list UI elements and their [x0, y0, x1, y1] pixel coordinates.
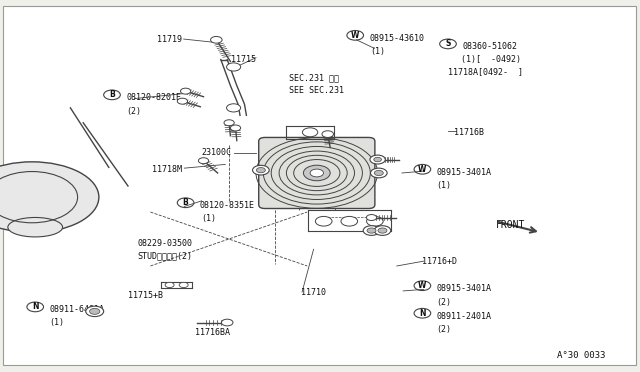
Text: FRONT: FRONT: [496, 220, 525, 230]
Circle shape: [177, 98, 188, 104]
Text: W: W: [418, 165, 427, 174]
Text: SEE SEC.231: SEE SEC.231: [289, 86, 344, 94]
Ellipse shape: [0, 162, 99, 232]
Circle shape: [303, 128, 318, 137]
Circle shape: [165, 282, 174, 288]
Circle shape: [180, 88, 191, 94]
Text: 08915-3401A: 08915-3401A: [436, 284, 492, 293]
Circle shape: [322, 131, 333, 137]
Text: 08120-8201E: 08120-8201E: [126, 93, 181, 102]
Text: (1): (1): [202, 214, 216, 223]
Text: W: W: [351, 31, 360, 40]
Circle shape: [371, 168, 387, 178]
Text: N: N: [419, 309, 426, 318]
Text: (2): (2): [436, 298, 451, 307]
Circle shape: [310, 169, 323, 177]
Circle shape: [221, 319, 233, 326]
Text: 08120-8351E: 08120-8351E: [200, 201, 255, 210]
Text: S: S: [445, 39, 451, 48]
Circle shape: [316, 217, 332, 226]
Text: 08229-03500: 08229-03500: [138, 239, 193, 248]
Circle shape: [257, 167, 266, 173]
Text: A°30 0033: A°30 0033: [557, 351, 605, 360]
Text: (1): (1): [370, 47, 385, 56]
FancyBboxPatch shape: [3, 6, 636, 365]
Text: 11710: 11710: [301, 288, 326, 296]
Text: 11715+B: 11715+B: [128, 291, 163, 300]
Circle shape: [370, 155, 385, 164]
Text: 08915-3401A: 08915-3401A: [436, 168, 492, 177]
Circle shape: [179, 282, 188, 288]
Circle shape: [227, 104, 241, 112]
Circle shape: [374, 157, 381, 162]
Circle shape: [211, 36, 222, 43]
Text: (2): (2): [126, 107, 141, 116]
Text: 23100C: 23100C: [202, 148, 232, 157]
Circle shape: [230, 125, 241, 131]
Ellipse shape: [8, 218, 63, 237]
Circle shape: [366, 215, 376, 221]
Circle shape: [341, 217, 358, 226]
FancyBboxPatch shape: [259, 137, 375, 208]
Circle shape: [86, 306, 104, 317]
Text: STUDスタッド(2): STUDスタッド(2): [138, 251, 193, 260]
Text: 11716B: 11716B: [454, 128, 484, 137]
Text: B: B: [183, 198, 188, 207]
Text: (1)[  -0492): (1)[ -0492): [461, 55, 521, 64]
Text: 08911-2401A: 08911-2401A: [436, 312, 492, 321]
Circle shape: [378, 228, 387, 233]
Text: (2): (2): [436, 325, 451, 334]
Text: 08911-6401A: 08911-6401A: [49, 305, 104, 314]
Circle shape: [367, 217, 383, 226]
Text: 11718M: 11718M: [152, 165, 182, 174]
Text: SEC.231 参照: SEC.231 参照: [289, 74, 339, 83]
Text: 08360-51062: 08360-51062: [462, 42, 517, 51]
Text: B: B: [109, 90, 115, 99]
Circle shape: [90, 308, 100, 314]
Text: 11716+D: 11716+D: [422, 257, 458, 266]
Text: 11716BA: 11716BA: [195, 328, 230, 337]
Text: N: N: [32, 302, 38, 311]
Text: (1): (1): [49, 318, 64, 327]
Text: 11718A[0492-  ]: 11718A[0492- ]: [448, 67, 523, 76]
Text: (1): (1): [436, 181, 451, 190]
Circle shape: [303, 165, 330, 181]
Circle shape: [373, 156, 385, 163]
Text: W: W: [418, 281, 427, 290]
Text: 08915-43610: 08915-43610: [369, 34, 424, 43]
Circle shape: [198, 158, 209, 164]
Circle shape: [374, 170, 383, 176]
Circle shape: [224, 120, 234, 126]
Circle shape: [253, 165, 269, 175]
Circle shape: [374, 226, 391, 235]
Text: 11719: 11719: [157, 35, 182, 44]
Circle shape: [367, 228, 376, 233]
Text: 11715: 11715: [231, 55, 256, 64]
Circle shape: [227, 63, 241, 71]
Circle shape: [364, 226, 380, 235]
